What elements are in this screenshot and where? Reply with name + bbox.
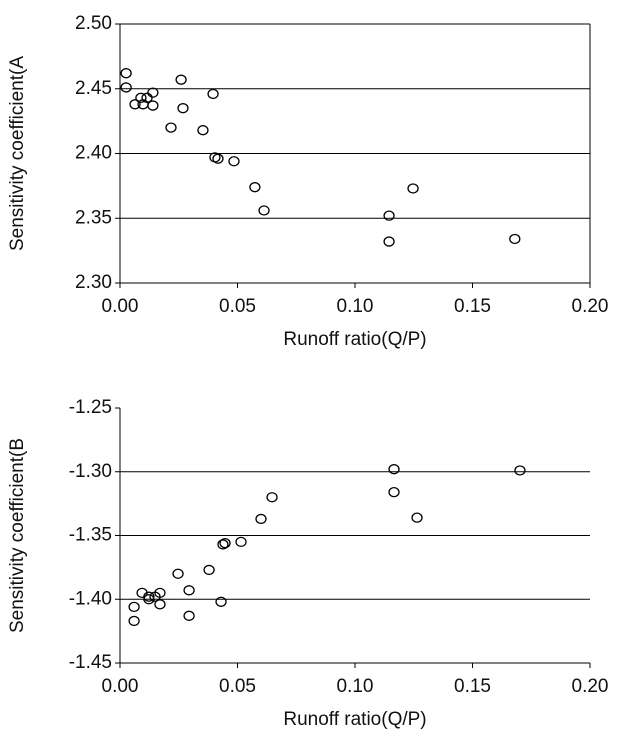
x-tick-label: 0.10	[337, 296, 374, 317]
x-tick-label: 0.15	[454, 676, 491, 697]
point	[135, 92, 147, 103]
point	[383, 236, 395, 247]
y-tick-label: 2.30	[75, 272, 112, 293]
x-tick-label: 0.00	[102, 296, 139, 317]
point	[249, 182, 261, 193]
x-tick-label: 0.05	[219, 296, 256, 317]
point	[215, 596, 227, 607]
y-tick-label: 2.45	[75, 78, 112, 99]
point	[388, 464, 400, 475]
x-axis-label: Runoff ratio(Q/P)	[283, 329, 426, 350]
y-tick-label: -1.45	[69, 652, 112, 673]
point	[258, 205, 270, 216]
x-tick-label: 0.15	[454, 296, 491, 317]
point	[509, 233, 521, 245]
point	[411, 512, 423, 523]
y-tick-label: 2.50	[75, 13, 112, 34]
point	[219, 538, 231, 549]
point	[147, 87, 159, 98]
point	[255, 513, 267, 525]
point	[154, 587, 166, 599]
x-tick-label: 0.00	[102, 676, 139, 697]
y-axis-label: Sensitivity coefficient(A	[7, 56, 28, 251]
y-axis-label: Sensitivity coefficient(B	[7, 438, 28, 633]
y-tick-label: 2.35	[75, 207, 112, 228]
point	[203, 564, 215, 576]
point	[129, 99, 141, 110]
x-tick-label: 0.10	[337, 676, 374, 697]
point	[514, 465, 526, 476]
point	[228, 156, 240, 167]
point	[120, 68, 132, 79]
x-axis-label: Runoff ratio(Q/P)	[283, 709, 426, 730]
point	[120, 82, 132, 93]
point	[141, 92, 153, 103]
point	[143, 591, 155, 602]
point	[383, 210, 395, 221]
point	[207, 88, 219, 100]
point	[183, 585, 195, 596]
point	[235, 536, 247, 548]
point	[388, 486, 400, 498]
point	[147, 100, 159, 111]
point	[177, 103, 189, 114]
y-tick-label: 2.40	[75, 143, 112, 164]
x-tick-label: 0.20	[572, 296, 609, 317]
y-tick-label: -1.35	[69, 525, 112, 546]
point	[266, 492, 278, 503]
point	[128, 615, 140, 627]
point	[217, 539, 229, 550]
point	[143, 594, 155, 605]
point	[172, 568, 184, 579]
point	[128, 601, 140, 613]
x-tick-label: 0.20	[572, 676, 609, 697]
point	[183, 610, 195, 621]
point	[212, 153, 224, 164]
point	[165, 122, 177, 133]
point	[175, 74, 187, 85]
y-tick-label: -1.25	[69, 397, 112, 418]
point	[197, 125, 209, 136]
point	[154, 599, 166, 610]
y-tick-label: -1.40	[69, 588, 112, 609]
point	[407, 183, 419, 194]
y-tick-label: -1.30	[69, 461, 112, 482]
x-tick-label: 0.05	[219, 676, 256, 697]
